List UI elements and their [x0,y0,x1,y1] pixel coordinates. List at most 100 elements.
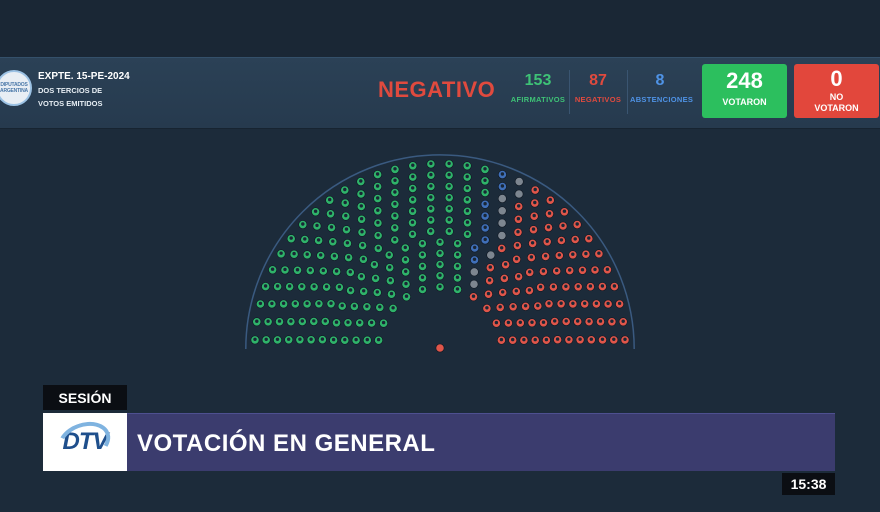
seat-negativo [484,289,493,299]
seat-negativo [598,335,607,345]
seat-afirmativo [263,317,273,327]
seat-afirmativo [268,265,277,275]
seat-afirmativo [390,223,400,233]
seat-negativo [564,335,574,345]
seat-negativo [527,318,537,328]
seat-afirmativo [453,261,462,271]
seat-negativo [469,292,478,302]
seat-afirmativo [302,299,312,309]
seat-empty [497,206,507,216]
top-band [0,0,880,57]
seat-afirmativo [284,335,294,345]
seat-negativo [536,282,545,292]
seat-negativo [530,335,540,345]
seat-afirmativo [373,231,383,240]
seat-afirmativo [255,299,265,309]
seat-negativo [511,286,521,296]
seat-afirmativo [356,189,366,199]
seat-afirmativo [357,214,366,224]
seat-afirmativo [408,161,418,171]
seat-afirmativo [400,243,410,253]
seat-afirmativo [286,234,296,244]
seat-negativo [529,225,538,235]
seat-negativo [620,335,630,345]
votaron-value: 248 [726,68,763,93]
seat-negativo [603,265,612,275]
seat-negativo [508,302,518,312]
seat-negativo [530,185,540,195]
seat-afirmativo [390,199,400,209]
seat-afirmativo [344,253,353,263]
seat-afirmativo [390,188,400,197]
seat-negativo [565,266,575,275]
seat-empty [486,250,496,260]
seat-afirmativo [462,184,472,193]
seat-afirmativo [273,282,282,291]
presiding-seat [435,343,445,353]
seat-negativo [542,237,552,247]
votaron-tile: 248 VOTARON [702,64,787,118]
seat-negativo [530,198,540,208]
seat-afirmativo [480,176,490,186]
seat-afirmativo [402,292,411,302]
seat-afirmativo [329,335,338,345]
seat-afirmativo [387,289,396,299]
seat-afirmativo [312,221,322,231]
lower-third-banner: VOTACIÓN EN GENERAL [127,413,835,471]
seat-afirmativo [453,250,462,260]
divider [569,70,570,114]
seat-afirmativo [297,282,307,292]
seat-afirmativo [435,282,445,292]
seat-negativo [514,202,524,211]
seat-afirmativo [357,227,367,237]
seat-negativo [491,318,501,328]
seat-afirmativo [462,206,472,216]
seat-negativo [584,234,594,244]
seat-negativo [549,282,558,292]
seat-afirmativo [408,229,417,239]
abstenciones-value: 8 [655,72,665,89]
no-votaron-value: 0 [830,66,843,91]
seat-afirmativo [367,318,376,328]
seat-afirmativo [418,273,427,283]
seat-afirmativo [417,239,427,249]
seat-afirmativo [373,194,383,203]
seat-afirmativo [286,317,296,327]
seat-afirmativo [444,170,454,180]
seat-empty [497,218,507,228]
seat-afirmativo [261,335,271,345]
seat-negativo [552,266,562,276]
seat-negativo [578,265,587,275]
diputados-logo: DIPUTADOS ARGENTINA [0,70,32,106]
seat-afirmativo [327,223,336,232]
seat-afirmativo [401,279,411,289]
seat-negativo [554,251,564,260]
seat-afirmativo [316,251,326,260]
seat-negativo [525,286,534,295]
seat-negativo [557,236,566,245]
seat-afirmativo [311,207,320,217]
seat-afirmativo [302,250,312,260]
seat-afirmativo [332,318,341,328]
seat-negativo [519,335,529,345]
seat-afirmativo [444,193,454,203]
seat-afirmativo [340,335,350,345]
votaron-label: VOTARON [722,97,767,107]
seat-negativo [607,317,617,327]
seat-negativo [525,267,535,277]
seat-afirmativo [322,282,331,292]
seat-afirmativo [340,185,350,195]
seat-afirmativo [349,301,359,311]
seat-afirmativo [480,165,490,174]
seat-negativo [603,299,613,309]
seat-afirmativo [326,299,336,309]
seat-afirmativo [250,335,260,345]
seat-afirmativo [444,182,454,191]
seat-afirmativo [326,209,335,219]
seat-afirmativo [306,335,316,345]
seat-afirmativo [453,273,462,283]
seat-afirmativo [435,271,445,281]
seat-abstencion [470,255,479,265]
seat-negativo [512,254,521,264]
seat-negativo [527,253,536,263]
